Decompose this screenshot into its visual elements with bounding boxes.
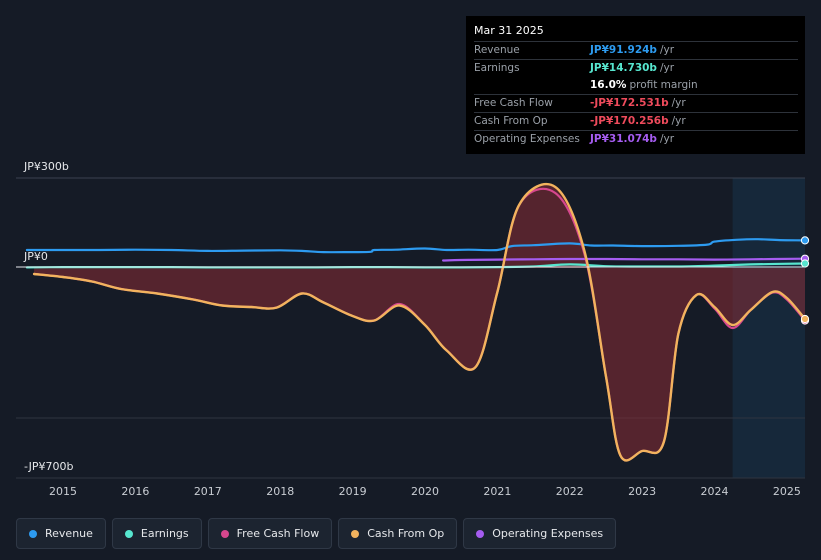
x-tick-label: 2016 <box>121 485 149 498</box>
free-cash-flow-line <box>33 187 807 462</box>
y-tick-label-zero: JP¥0 <box>24 250 48 263</box>
legend-dot-icon <box>476 529 485 538</box>
legend-label: Free Cash Flow <box>236 527 320 540</box>
tooltip-date: Mar 31 2025 <box>474 24 544 37</box>
tooltip-row-unit: profit margin <box>629 79 698 91</box>
cash-from-op-area <box>34 184 806 461</box>
tooltip-row-label: Cash From Op <box>474 115 548 127</box>
x-tick-label: 2019 <box>339 485 367 498</box>
legend-item-earnings[interactable]: Earnings <box>111 518 202 549</box>
legend-label: Earnings <box>140 527 189 540</box>
revenue-line <box>25 238 807 254</box>
tooltip-row: Earnings JP¥14.730b/yr <box>474 59 798 77</box>
forecast-region <box>732 178 805 478</box>
legend-label: Operating Expenses <box>492 527 604 540</box>
legend: Revenue Earnings Free Cash Flow Cash From O… <box>16 518 617 549</box>
x-tick-label: 2017 <box>194 485 222 498</box>
tooltip-row: Revenue JP¥91.924b/yr <box>474 41 798 59</box>
x-tick-label: 2021 <box>483 485 511 498</box>
legend-label: Cash From Op <box>367 527 445 540</box>
legend-item-cash-from-op[interactable]: Cash From Op <box>338 518 458 549</box>
tooltip-row: Free Cash Flow -JP¥172.531b/yr <box>474 94 798 112</box>
tooltip-row-unit: /yr <box>659 44 675 56</box>
tooltip-row-value: JP¥14.730b <box>590 62 657 74</box>
x-tick-label: 2020 <box>411 485 439 498</box>
legend-dot-icon <box>351 529 360 538</box>
x-tick-label: 2023 <box>628 485 656 498</box>
tooltip-row-value: -JP¥170.256b <box>590 115 669 127</box>
tooltip-row-label: Earnings <box>474 62 520 74</box>
tooltip-row-label: Free Cash Flow <box>474 97 553 109</box>
tooltip-row-unit: /yr <box>671 97 686 109</box>
operating-expenses-line <box>442 257 807 262</box>
tooltip-row: Cash From Op -JP¥170.256b/yr <box>474 112 798 130</box>
y-tick-label-bottom: -JP¥700b <box>24 460 74 473</box>
tooltip-row-value: JP¥31.074b <box>590 133 657 145</box>
tooltip-row-unit: /yr <box>671 115 686 127</box>
x-tick-label: 2015 <box>49 485 77 498</box>
legend-item-free-cash-flow[interactable]: Free Cash Flow <box>207 518 333 549</box>
revenue-end-marker <box>800 236 810 245</box>
cash-from-op-line <box>32 182 807 462</box>
tooltip-row-label: Operating Expenses <box>474 133 580 145</box>
legend-item-revenue[interactable]: Revenue <box>16 518 106 549</box>
tooltip-row-value: 16.0% <box>590 79 627 91</box>
tooltip-row-value: -JP¥172.531b <box>590 97 669 109</box>
legend-item-operating-expenses[interactable]: Operating Expenses <box>463 518 617 549</box>
tooltip-row-label: Revenue <box>474 44 520 56</box>
tooltip-row-unit: /yr <box>659 133 675 145</box>
tooltip-row: Operating Expenses JP¥31.074b/yr <box>474 130 798 148</box>
legend-dot-icon <box>124 529 133 538</box>
legend-label: Revenue <box>45 527 93 540</box>
tooltip-panel: Mar 31 2025 Revenue JP¥91.924b/yr Earnings… <box>466 16 805 154</box>
tooltip-row: 16.0% profit margin <box>474 77 798 94</box>
tooltip-row-unit: /yr <box>659 62 675 74</box>
legend-dot-icon <box>29 529 37 538</box>
earnings-end-marker <box>800 259 810 268</box>
y-tick-label-top: JP¥300b <box>24 160 69 173</box>
tooltip-row-label <box>474 77 590 94</box>
x-tick-label: 2024 <box>701 485 729 498</box>
cash-from-op-end-marker <box>800 314 810 324</box>
x-tick-label: 2018 <box>266 485 294 498</box>
x-tick-label: 2025 <box>773 485 801 498</box>
x-tick-label: 2022 <box>556 485 584 498</box>
legend-dot-icon <box>220 529 229 538</box>
tooltip-row-value: JP¥91.924b <box>590 44 657 56</box>
